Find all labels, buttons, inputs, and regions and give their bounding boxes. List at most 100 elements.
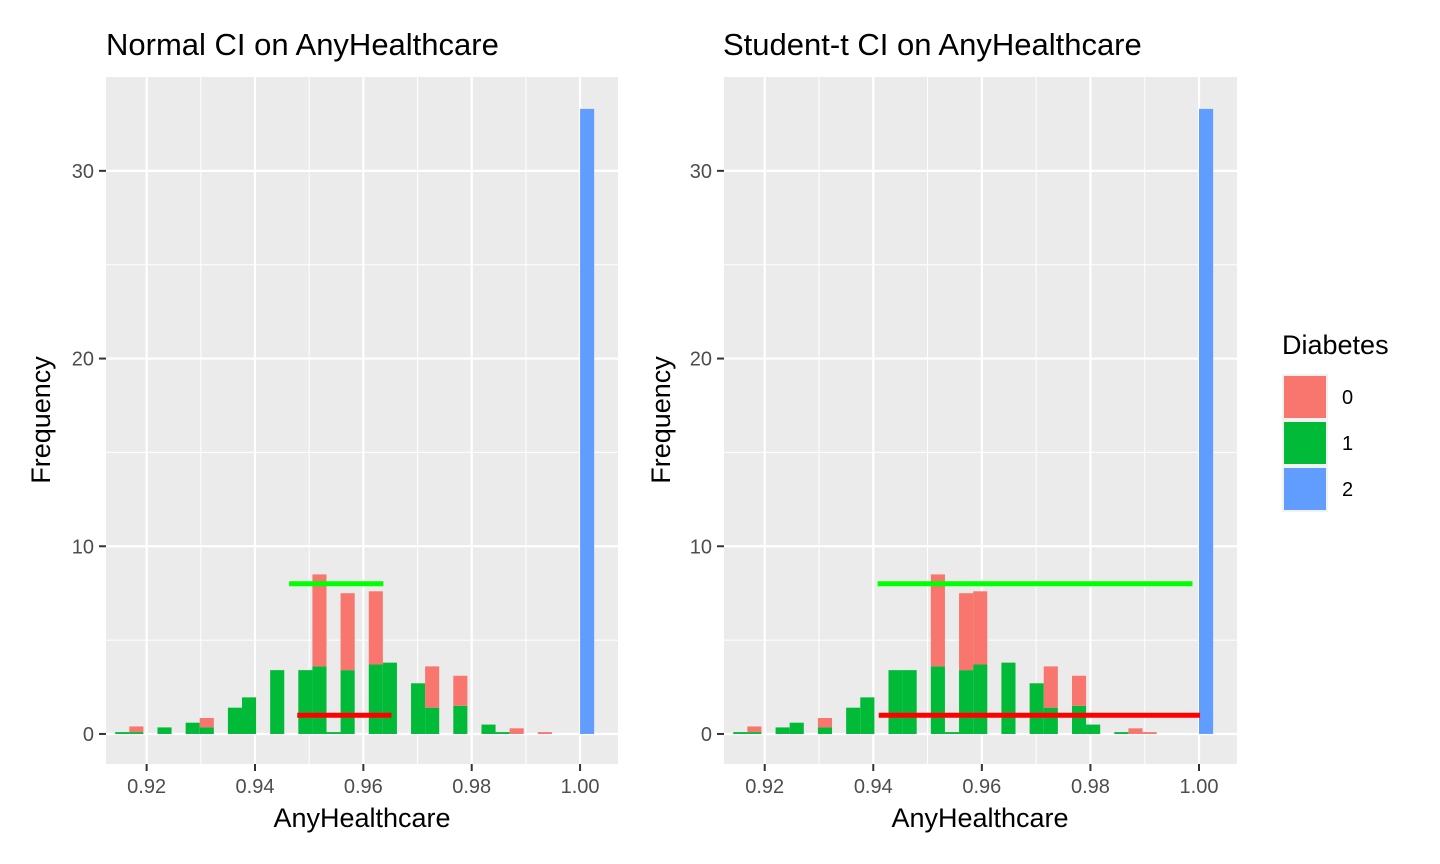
panel-title: Normal CI on AnyHealthcare — [106, 27, 499, 62]
histogram-bar-diabetes-1 — [241, 697, 257, 734]
histogram-bar-diabetes-1 — [382, 662, 397, 734]
histogram-bar-diabetes-1 — [747, 732, 762, 734]
histogram-bar-diabetes-1 — [1001, 662, 1016, 734]
histogram-bar-diabetes-1 — [817, 727, 833, 734]
histogram-bar-diabetes-0 — [425, 666, 440, 708]
x-tick-label: 0.96 — [344, 776, 383, 798]
histogram-bar-diabetes-1 — [973, 664, 988, 734]
histogram-bar-diabetes-1 — [425, 707, 440, 734]
histogram-bar-diabetes-0 — [129, 726, 144, 733]
histogram-bar-diabetes-1 — [860, 697, 875, 734]
y-tick-label: 20 — [72, 349, 94, 371]
grid-lines — [106, 77, 618, 764]
x-axis: 0.92 0.94 0.96 0.98 1.00 — [745, 764, 1218, 798]
histogram-bar-diabetes-1 — [1043, 707, 1058, 734]
histogram-bar-diabetes-1 — [185, 722, 200, 734]
legend: Diabetes 0 1 2 — [1282, 330, 1389, 512]
plot-background — [106, 77, 618, 764]
x-tick-label: 0.98 — [1071, 776, 1110, 798]
histogram-bar-diabetes-2 — [1199, 108, 1214, 734]
histogram-bar-diabetes-1 — [157, 727, 172, 734]
legend-swatch-0 — [1284, 376, 1326, 418]
histogram-bar-diabetes-0 — [340, 593, 355, 671]
histogram-bar-diabetes-1 — [495, 732, 510, 734]
y-tick-label: 0 — [701, 724, 712, 746]
y-tick-label: 30 — [72, 161, 94, 183]
x-tick-label: 0.94 — [854, 776, 893, 798]
histogram-bar-diabetes-1 — [902, 670, 917, 734]
histogram-bar-diabetes-0 — [199, 718, 214, 728]
histogram-bar-diabetes-0 — [368, 591, 383, 665]
panel-title: Student-t CI on AnyHealthcare — [723, 27, 1142, 62]
histogram-bar-diabetes-1 — [199, 727, 214, 734]
histogram-bar-diabetes-0 — [973, 591, 988, 665]
x-axis-title: AnyHealthcare — [273, 803, 450, 833]
histogram-bar-diabetes-0 — [509, 728, 524, 734]
histogram-bar-diabetes-1 — [481, 724, 496, 734]
histogram-bar-diabetes-1 — [1071, 705, 1087, 734]
histogram-bar-diabetes-0 — [817, 718, 833, 728]
histogram-bar-diabetes-1 — [115, 732, 130, 734]
legend-swatch-1 — [1284, 422, 1326, 464]
legend-swatch-2 — [1284, 468, 1326, 510]
x-tick-label: 1.00 — [1180, 776, 1219, 798]
legend-label-0: 0 — [1342, 387, 1353, 409]
histogram-bars — [733, 108, 1214, 734]
legend-items: 0 1 2 — [1282, 374, 1353, 512]
student-t-ci-panel: Student-t CI on AnyHealthcare 0 10 20 30 0.… — [646, 27, 1237, 833]
histogram-bar-diabetes-1 — [846, 707, 861, 734]
x-tick-label: 0.96 — [962, 776, 1001, 798]
histogram-bar-diabetes-1 — [298, 670, 313, 734]
legend-label-1: 1 — [1342, 433, 1353, 455]
histogram-bar-diabetes-1 — [340, 670, 355, 734]
histogram-bar-diabetes-0 — [1128, 728, 1143, 734]
histogram-bar-diabetes-1 — [789, 722, 804, 734]
histogram-bar-diabetes-1 — [411, 683, 426, 734]
y-tick-label: 20 — [690, 349, 712, 371]
x-axis: 0.92 0.94 0.96 0.98 1.00 — [127, 764, 600, 798]
histogram-bar-diabetes-0 — [1043, 666, 1058, 708]
x-tick-label: 0.92 — [745, 776, 784, 798]
legend-label-2: 2 — [1342, 479, 1353, 501]
y-axis-title: Frequency — [26, 356, 56, 484]
y-axis: 0 10 20 30 — [72, 161, 106, 746]
confidence-interval-segments — [877, 581, 1201, 718]
histogram-bar-diabetes-0 — [1142, 732, 1157, 734]
x-tick-label: 0.94 — [236, 776, 275, 798]
histogram-bar-diabetes-1 — [775, 727, 790, 734]
histogram-bar-diabetes-1 — [1086, 724, 1101, 734]
histogram-bar-diabetes-1 — [326, 732, 341, 734]
histogram-bar-diabetes-0 — [312, 574, 327, 667]
y-axis-title: Frequency — [646, 356, 676, 484]
histogram-bar-diabetes-1 — [227, 707, 242, 734]
histogram-bar-diabetes-1 — [930, 666, 945, 734]
histogram-bar-diabetes-1 — [888, 670, 903, 734]
histogram-bar-diabetes-2 — [580, 108, 595, 734]
histogram-bar-diabetes-1 — [270, 670, 285, 734]
histogram-bar-diabetes-0 — [959, 593, 974, 671]
histogram-bar-diabetes-1 — [368, 664, 383, 734]
histogram-bar-diabetes-1 — [312, 666, 327, 734]
histogram-bar-diabetes-1 — [959, 670, 974, 734]
histogram-bar-diabetes-0 — [537, 732, 552, 734]
y-tick-label: 10 — [690, 536, 712, 558]
histogram-bar-diabetes-1 — [1114, 732, 1129, 734]
histogram-bar-diabetes-0 — [930, 574, 945, 667]
x-axis-title: AnyHealthcare — [891, 803, 1068, 833]
histogram-bar-diabetes-1 — [453, 705, 468, 734]
y-tick-label: 0 — [83, 724, 94, 746]
histogram-bar-diabetes-0 — [453, 675, 468, 706]
histogram-bar-diabetes-0 — [747, 726, 762, 733]
x-tick-label: 0.98 — [452, 776, 491, 798]
histogram-bar-diabetes-1 — [944, 732, 960, 734]
legend-title: Diabetes — [1282, 330, 1389, 360]
histogram-bar-diabetes-1 — [1029, 683, 1044, 734]
histogram-bar-diabetes-0 — [1071, 675, 1087, 706]
y-tick-label: 30 — [690, 161, 712, 183]
x-tick-label: 1.00 — [561, 776, 600, 798]
x-tick-label: 0.92 — [127, 776, 166, 798]
y-axis: 0 10 20 30 — [690, 161, 724, 746]
y-tick-label: 10 — [72, 536, 94, 558]
